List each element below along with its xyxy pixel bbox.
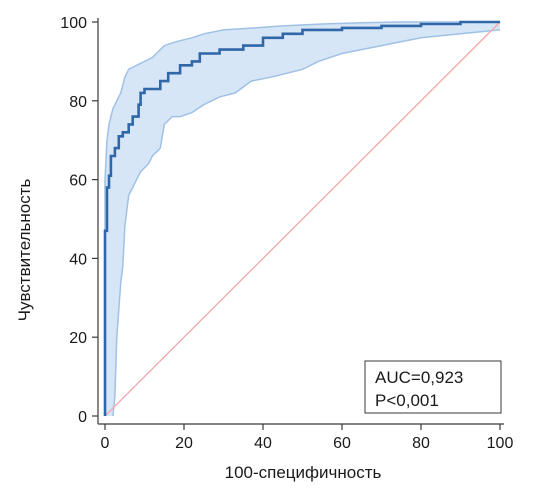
x-axis-title: 100-специфичность	[225, 463, 382, 482]
y-tick-label: 60	[69, 173, 87, 190]
auc-annotation-box: AUC=0,923 P<0,001	[364, 360, 502, 414]
x-tick-label: 80	[412, 435, 430, 452]
p-value: P<0,001	[375, 391, 439, 410]
x-tick-label: 60	[333, 435, 351, 452]
ci-upper-line	[104, 21, 500, 416]
y-tick-label: 20	[69, 330, 87, 347]
x-tick-label: 100	[487, 435, 514, 452]
y-tick-label: 100	[60, 15, 87, 32]
y-axis-title: Чувствительность	[15, 178, 34, 321]
y-tick-label: 40	[69, 251, 87, 268]
x-tick-label: 0	[101, 435, 110, 452]
reference-diagonal-line	[104, 21, 501, 417]
plot-area	[103, 20, 501, 417]
annotation-frame	[364, 360, 502, 414]
x-tick-label: 40	[254, 435, 272, 452]
y-tick-label: 80	[69, 94, 87, 111]
roc-curve-line	[103, 20, 500, 416]
y-tick-label: 0	[78, 409, 87, 426]
auc-value: AUC=0,923	[375, 368, 463, 387]
x-tick-label: 20	[175, 435, 193, 452]
ci-lower-line	[112, 29, 501, 417]
axes: 0 20 40 60 80 100 0 20 40 60 80 100	[60, 15, 513, 452]
